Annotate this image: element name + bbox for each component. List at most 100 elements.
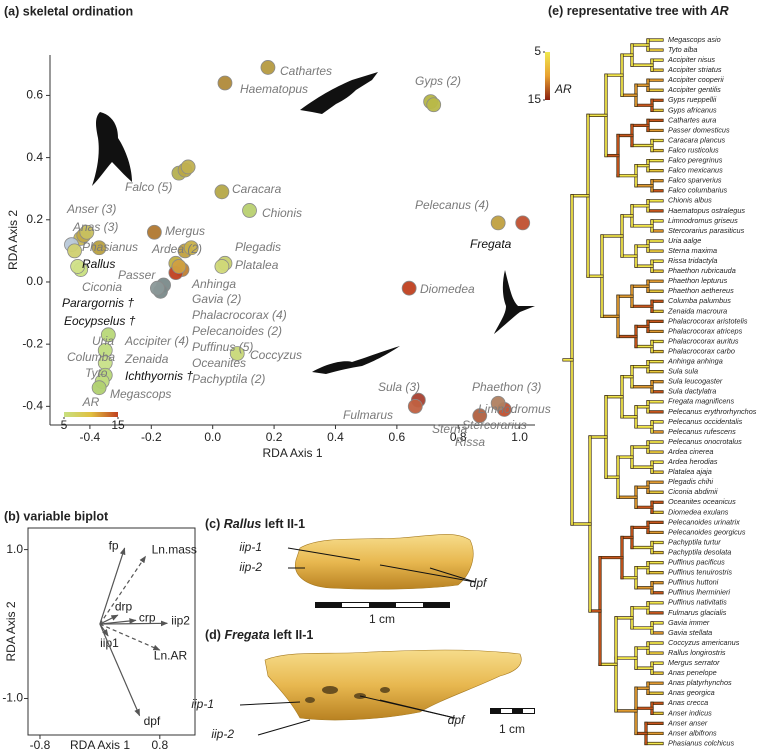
- rallus-bone: [294, 534, 474, 590]
- y-tick-label: 0.6: [26, 88, 43, 102]
- point-label: Phasianus: [82, 240, 138, 254]
- leaf-label: Anas georgica: [667, 688, 715, 697]
- x-tick-label: 0.4: [327, 430, 344, 444]
- point-label: Eocypselus †: [64, 314, 136, 328]
- tree-colorbar-label: AR: [554, 82, 572, 96]
- point: [401, 280, 417, 296]
- point: [217, 75, 233, 91]
- leaf-label: Sterna maxima: [668, 246, 717, 255]
- leaf-label: Falco sparverius: [668, 176, 722, 185]
- leaf-label: Pachyptila desolata: [668, 547, 731, 556]
- leaf-label: Pelecanoides georgicus: [668, 527, 746, 536]
- panel-taxon: Rallus: [224, 517, 262, 531]
- point-label: Mergus: [165, 224, 205, 238]
- x-tick-label: -0.4: [80, 430, 101, 444]
- point-label: Fulmarus: [343, 408, 393, 422]
- structure-label: iip-2: [239, 560, 262, 574]
- tree-colorbar: [545, 52, 550, 100]
- leaf-label: Anser indicus: [667, 708, 712, 717]
- y-tick-label: 1.0: [6, 542, 23, 556]
- leaf-label: Puffinus tenuirostris: [668, 568, 732, 577]
- arrow-label: drp: [115, 599, 133, 613]
- leaf-label: Oceanites oceanicus: [668, 497, 736, 506]
- point-label: Anser (3): [66, 202, 116, 216]
- leaf-label: Anas penelope: [667, 668, 717, 677]
- point-label: Rissa: [455, 435, 485, 449]
- panel-element: left II-1: [273, 628, 313, 642]
- point: [91, 380, 107, 396]
- arrow-label: dpf: [144, 714, 161, 728]
- point: [229, 346, 245, 361]
- point: [70, 259, 86, 274]
- point: [242, 203, 257, 218]
- y-tick-label: 0.0: [26, 274, 43, 288]
- colorbar: [64, 412, 118, 417]
- leaf-label: Puffinus huttoni: [668, 578, 719, 587]
- fregata-scale-bar: [490, 708, 535, 714]
- point: [91, 240, 107, 256]
- vulture-silhouette: [300, 72, 378, 114]
- leaf-label: Ardea cinerea: [667, 447, 713, 456]
- point: [214, 184, 230, 200]
- leaf-label: Ardea herodias: [667, 457, 718, 466]
- leaf-label: Falco rusticolus: [668, 145, 719, 154]
- x-tick-label: 0.2: [266, 430, 283, 444]
- point: [260, 60, 276, 75]
- point-label: Phaethon (3): [472, 380, 541, 394]
- leaf-label: Anas crecca: [667, 698, 708, 707]
- leaf-label: Uria aalge: [668, 236, 701, 245]
- point-label: Uria: [92, 334, 114, 348]
- arrow-label: Ln.AR: [154, 648, 188, 662]
- arrow-label: Ln.mass: [152, 542, 197, 556]
- y-tick-label: 0.4: [26, 150, 43, 164]
- fregata-bone: [264, 649, 522, 721]
- structure-label: iip-1: [191, 697, 214, 711]
- scale-label: 1 cm: [369, 612, 395, 626]
- leaf-label: Phaethon rubricauda: [668, 266, 736, 275]
- leaf-label: Diomedea exulans: [668, 507, 729, 516]
- point-label: Pachyptila (2): [192, 372, 265, 386]
- point: [171, 259, 187, 274]
- rallus-leaders: [287, 547, 476, 583]
- leaf-label: Rissa tridactyla: [668, 256, 717, 265]
- leaf-label: Rallus longirostris: [668, 648, 726, 657]
- leaf-label: Anser anser: [667, 718, 708, 727]
- leaf-label: Puffinus lherminieri: [668, 588, 730, 597]
- leaf-label: Gyps rueppellii: [668, 95, 717, 104]
- point: [79, 224, 95, 240]
- point-label: Anas (3): [72, 220, 118, 234]
- point: [490, 215, 506, 231]
- leaf-label: Falco mexicanus: [668, 166, 723, 175]
- loading-arrow: [99, 623, 141, 717]
- arrow-label: crp: [139, 611, 156, 625]
- leaf-label: Puffinus pacificus: [668, 558, 725, 567]
- leaf-label: Gyps africanus: [668, 105, 717, 114]
- panel-title: (c) Rallus left II-1: [205, 517, 305, 531]
- rallus-scale-bar: [315, 602, 450, 608]
- x-tick-label: -0.8: [30, 738, 51, 752]
- x-tick-label: 1.0: [511, 430, 528, 444]
- leaf-label: Accipiter striatus: [667, 65, 722, 74]
- point-label: Cathartes: [280, 64, 332, 78]
- leaf-label: Pelecanus onocrotalus: [668, 437, 742, 446]
- point-label: Haematopus: [240, 82, 308, 96]
- point: [214, 259, 230, 274]
- point-label: Coccyzus: [250, 348, 302, 362]
- scale-label: 1 cm: [499, 722, 525, 736]
- x-axis-label: RDA Axis 1: [262, 446, 322, 460]
- leaf-label: Columba palumbus: [668, 296, 731, 305]
- leaf-label: Caracara plancus: [668, 135, 726, 144]
- leaf-label: Coccyzus americanus: [668, 638, 740, 647]
- panel-title: (e) representative tree with AR: [548, 4, 729, 18]
- x-axis-label: RDA Axis 1: [70, 738, 130, 752]
- point-label: Phalacrocorax (4): [192, 308, 287, 322]
- point: [407, 398, 423, 414]
- point-label: Pelecanus (4): [415, 198, 489, 212]
- leaf-label: Pelecanus occidentalis: [668, 417, 743, 426]
- y-axis-label: RDA Axis 2: [4, 601, 18, 661]
- leaf-label: Phaethon aethereus: [668, 286, 734, 295]
- leaf-label: Anas platyrhynchos: [667, 678, 732, 687]
- point-label: Fregata: [470, 237, 512, 251]
- point-label: Oceanites: [192, 356, 246, 370]
